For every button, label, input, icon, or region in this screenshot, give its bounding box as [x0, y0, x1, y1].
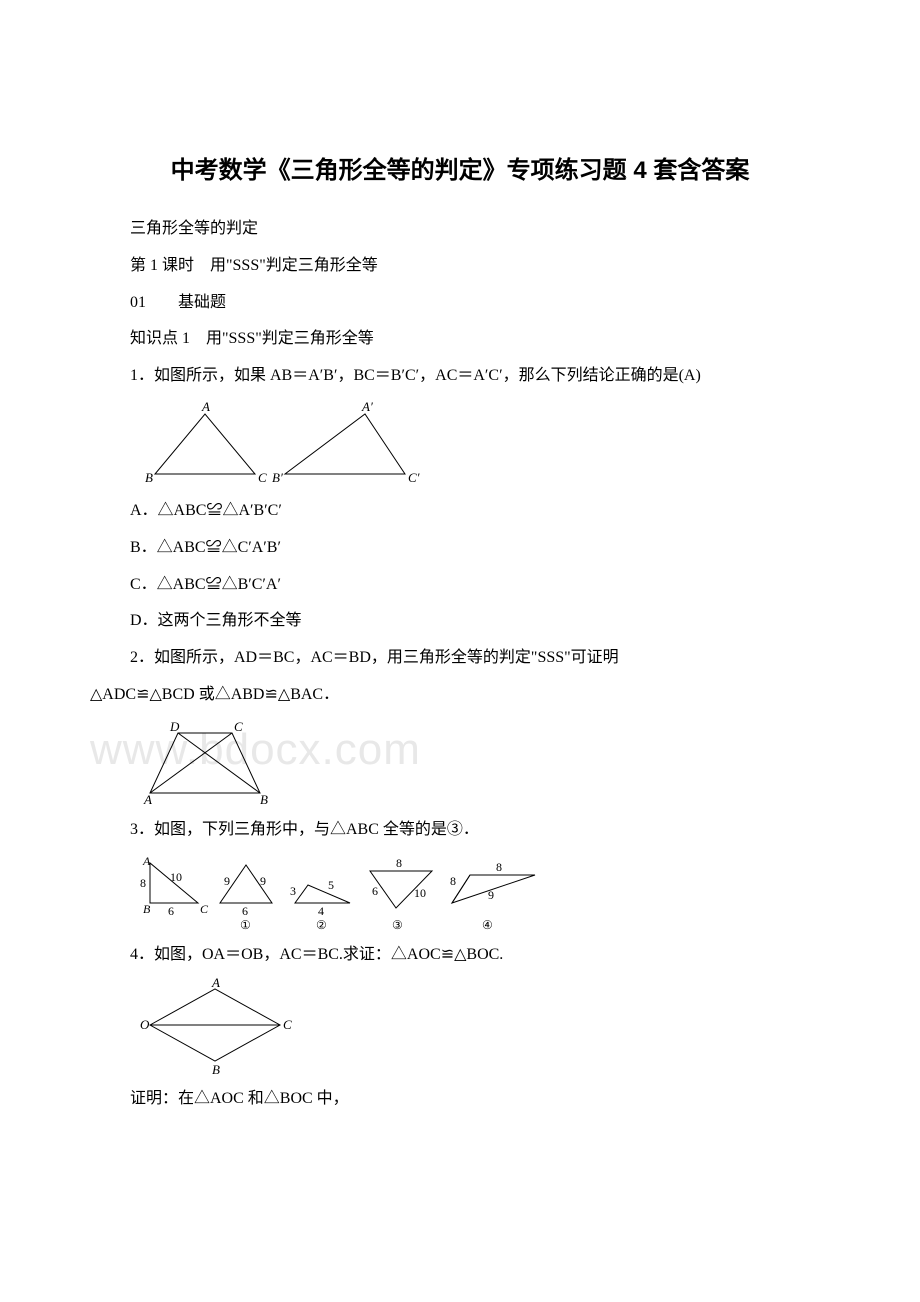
option-b: B．△ABC≌△C′A′B′	[130, 534, 830, 563]
label-D: D	[169, 719, 180, 734]
t1-bottom: 6	[242, 904, 248, 918]
question-2-line1: 2．如图所示，AD＝BC，AC＝BD，用三角形全等的判定"SSS"可证明	[90, 644, 830, 673]
knowledge-point: 知识点 1 用"SSS"判定三角形全等	[130, 325, 830, 354]
t3-left: 6	[372, 884, 378, 898]
t1-label: ①	[240, 918, 251, 932]
question-2-line2: △ADC≌△BCD 或△ABD≌△BAC．	[90, 681, 830, 710]
label-C: C	[258, 470, 267, 485]
option-a: A．△ABC≌△A′B′C′	[130, 497, 830, 526]
label-A: A	[143, 792, 152, 807]
label-B: B	[212, 1062, 220, 1077]
side-bc: 6	[168, 904, 174, 918]
side-ac: 10	[170, 870, 182, 884]
question-3: 3．如图，下列三角形中，与△ABC 全等的是③．	[130, 816, 830, 845]
t2-bottom: 4	[318, 904, 324, 918]
figure-4: O A C B	[140, 977, 300, 1077]
lesson-heading: 第 1 课时 用"SSS"判定三角形全等	[130, 252, 830, 281]
t3-top: 8	[396, 856, 402, 870]
t3-label: ③	[392, 918, 403, 932]
label-C: C	[234, 719, 243, 734]
figure-1: A B C A′ B′ C′	[140, 399, 440, 489]
t4-top: 8	[496, 860, 502, 874]
side-ab: 8	[140, 876, 146, 890]
figure-3: A B C 8 6 10 9 9 6 ① 3 5 4 ② 8 6 10 ③ 8 …	[140, 853, 560, 933]
section-heading: 01 基础题	[130, 289, 830, 318]
label-B: B	[143, 902, 151, 916]
subtitle: 三角形全等的判定	[130, 215, 830, 244]
t4-label: ④	[482, 918, 493, 932]
option-d: D．这两个三角形不全等	[130, 607, 830, 636]
label-A2: A′	[361, 399, 373, 414]
proof-line: 证明：在△AOC 和△BOC 中，	[130, 1085, 830, 1114]
question-1: 1．如图所示，如果 AB＝A′B′，BC＝B′C′，AC＝A′C′，那么下列结论…	[130, 362, 830, 391]
page-title: 中考数学《三角形全等的判定》专项练习题 4 套含答案	[90, 150, 830, 185]
t2-right: 5	[328, 878, 334, 892]
label-B2: B′	[272, 470, 283, 485]
label-A: A	[211, 977, 220, 990]
label-O: O	[140, 1017, 150, 1032]
t2-left: 3	[290, 884, 296, 898]
option-c: C．△ABC≌△B′C′A′	[130, 571, 830, 600]
t4-bottom: 9	[488, 888, 494, 902]
figure-2: A B C D	[140, 718, 280, 808]
label-A: A	[201, 399, 210, 414]
label-B: B	[260, 792, 268, 807]
label-B: B	[145, 470, 153, 485]
label-C: C	[200, 902, 209, 916]
t1-left: 9	[224, 874, 230, 888]
label-C2: C′	[408, 470, 420, 485]
t3-right: 10	[414, 886, 426, 900]
label-A: A	[142, 854, 151, 868]
label-C: C	[283, 1017, 292, 1032]
t4-left: 8	[450, 874, 456, 888]
question-4: 4．如图，OA＝OB，AC＝BC.求证：△AOC≌△BOC.	[130, 941, 830, 970]
t2-label: ②	[316, 918, 327, 932]
t1-right: 9	[260, 874, 266, 888]
